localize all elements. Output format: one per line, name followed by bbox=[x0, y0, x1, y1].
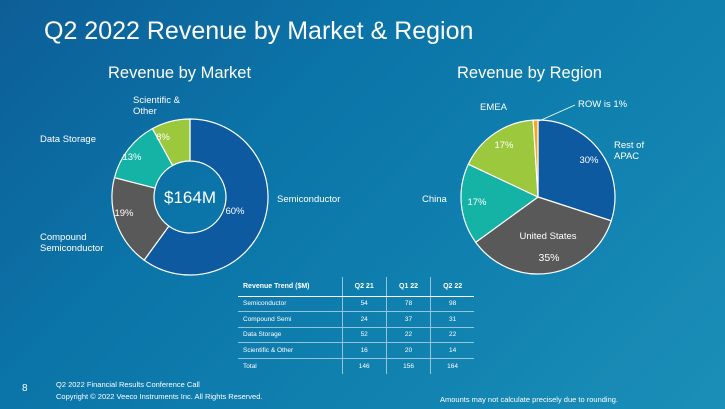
market-value-label-compound-semiconductor: 19% bbox=[114, 208, 134, 219]
table-cell: Compound Semi bbox=[238, 311, 342, 327]
market-value-label-semiconductor: 60% bbox=[225, 206, 245, 217]
row-leader-line bbox=[538, 104, 576, 122]
region-category-label-united-states: United States bbox=[519, 231, 576, 242]
region-value-label-united-states: 35% bbox=[538, 252, 559, 264]
table-row: Scientific & Other 16 20 14 bbox=[238, 342, 474, 358]
table-header-q2-21: Q2 21 bbox=[341, 277, 387, 297]
footer-copyright: Copyright © 2022 Veeco Instruments Inc. … bbox=[56, 392, 263, 401]
region-category-label-china: China bbox=[422, 194, 448, 205]
table-cell: 98 bbox=[430, 296, 474, 312]
region-category-label-row-is-1: ROW is 1% bbox=[578, 99, 628, 110]
region-slice-row-is-1 bbox=[532, 119, 539, 198]
table-row-total: Total 146 156 164 bbox=[238, 357, 474, 374]
table-row: Semiconductor 54 78 98 bbox=[238, 296, 474, 312]
page-number: 8 bbox=[22, 383, 28, 394]
table-cell: 20 bbox=[385, 342, 431, 358]
page-title: Q2 2022 Revenue by Market & Region bbox=[44, 17, 474, 45]
table-cell: 16 bbox=[341, 342, 387, 358]
region-category-label-rest-of-apac: Rest of APAC bbox=[614, 140, 644, 162]
table-row: Compound Semi 24 37 31 bbox=[238, 311, 474, 327]
region-value-label-china: 17% bbox=[467, 197, 487, 208]
market-value-label-scientific-other: 8% bbox=[156, 132, 170, 143]
table-cell: Semiconductor bbox=[243, 300, 287, 308]
table-header-row: Revenue Trend ($M) Q2 21 Q1 22 Q2 22 bbox=[238, 277, 474, 297]
market-category-label-compound-semiconductor: Compound Semiconductor bbox=[40, 232, 103, 254]
table-cell: 164 bbox=[430, 357, 474, 374]
market-category-label-semiconductor: Semiconductor bbox=[277, 194, 340, 205]
footer-event-name: Q2 2022 Financial Results Conference Cal… bbox=[56, 380, 200, 389]
table-cell: 37 bbox=[385, 311, 431, 327]
table-cell: Total bbox=[238, 357, 342, 374]
table-cell: Data Storage bbox=[238, 326, 342, 343]
region-slice-rest-of-apac bbox=[537, 119, 616, 222]
region-slice-china bbox=[460, 163, 540, 244]
table-header-q2-22: Q2 22 bbox=[430, 277, 474, 297]
region-value-label-rest-of-apac: 30% bbox=[579, 155, 599, 166]
table-row: Data Storage 52 22 22 bbox=[238, 326, 474, 343]
region-slice-emea bbox=[467, 119, 539, 198]
table-cell: 22 bbox=[385, 326, 431, 343]
rounding-footnote: Amounts may not calculate precisely due … bbox=[440, 395, 619, 404]
market-center-total-label: $164M bbox=[164, 188, 216, 207]
region-category-label-emea: EMEA bbox=[480, 102, 508, 113]
market-chart-title: Revenue by Market bbox=[108, 64, 252, 82]
market-slice-semiconductor bbox=[143, 118, 269, 276]
table-cell: 54 bbox=[341, 296, 387, 312]
table-header-q1-22: Q1 22 bbox=[385, 277, 431, 297]
region-chart-title: Revenue by Region bbox=[457, 64, 602, 82]
market-category-label-scientific-other: Scientific & Other bbox=[133, 95, 181, 117]
market-value-label-data-storage: 13% bbox=[122, 152, 142, 163]
revenue-trend-table: Revenue Trend ($M) Q2 21 Q1 22 Q2 22 Sem… bbox=[238, 277, 474, 374]
table-cell: 24 bbox=[341, 311, 387, 327]
market-category-label-data-storage: Data Storage bbox=[40, 134, 96, 145]
region-slice-united-states bbox=[474, 196, 612, 275]
market-slice-scientific-other bbox=[151, 118, 191, 167]
table-cell: 146 bbox=[341, 357, 387, 374]
region-value-label-emea: 17% bbox=[494, 140, 514, 151]
table-cell: 156 bbox=[385, 357, 431, 374]
table-cell: 78 bbox=[385, 296, 431, 312]
table-cell: Scientific & Other bbox=[238, 342, 342, 358]
table-cell: 22 bbox=[430, 326, 474, 343]
table-header-label: Revenue Trend ($M) bbox=[238, 277, 342, 297]
table-cell: 14 bbox=[430, 342, 474, 358]
table-cell: 31 bbox=[430, 311, 474, 327]
table-cell: 52 bbox=[341, 326, 387, 343]
